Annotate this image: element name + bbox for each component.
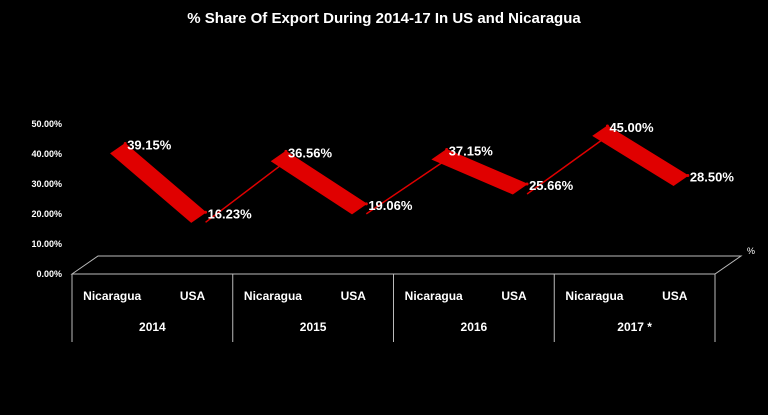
series-connector [526,135,608,195]
y-tick-label: 40.00% [31,149,62,159]
category-label: Nicaragua [405,289,463,303]
data-label: 36.56% [288,145,333,160]
data-point [364,202,368,206]
group-label: 2014 [139,320,166,334]
category-label: USA [501,289,527,303]
series-ribbon [270,150,368,215]
chart-floor [70,255,743,275]
data-point [204,210,208,214]
y-tick-label: 30.00% [31,179,62,189]
y-tick-label: 0.00% [36,269,62,279]
data-point [123,142,127,146]
series-ribbon [431,148,529,195]
category-label: Nicaragua [83,289,141,303]
data-point [605,124,609,128]
data-label: 37.15% [449,144,494,159]
category-label: USA [341,289,367,303]
y-tick-label: 50.00% [31,119,62,129]
data-label: 19.06% [368,198,413,213]
data-label: 28.50% [690,170,735,185]
data-label: 45.00% [609,120,654,135]
data-label: 16.23% [208,206,253,221]
group-label: 2016 [461,320,488,334]
chart-title: % Share Of Export During 2014-17 In US a… [187,10,581,27]
category-label: USA [180,289,206,303]
category-label: USA [662,289,688,303]
y-tick-label: 10.00% [31,239,62,249]
data-point [525,182,529,186]
series-name-label: % [747,246,755,256]
category-label: Nicaragua [244,289,302,303]
series-ribbon [110,142,207,223]
series-connector [365,158,448,215]
group-label: 2017 * [617,320,652,334]
data-label: 25.66% [529,178,574,193]
category-label: Nicaragua [565,289,623,303]
series-connector [205,160,287,223]
data-label: 39.15% [127,138,172,153]
data-point [686,174,690,177]
series-ribbon [592,125,689,186]
y-tick-label: 20.00% [31,209,62,219]
data-point [284,149,288,153]
group-label: 2015 [300,320,327,334]
data-point [445,148,449,152]
